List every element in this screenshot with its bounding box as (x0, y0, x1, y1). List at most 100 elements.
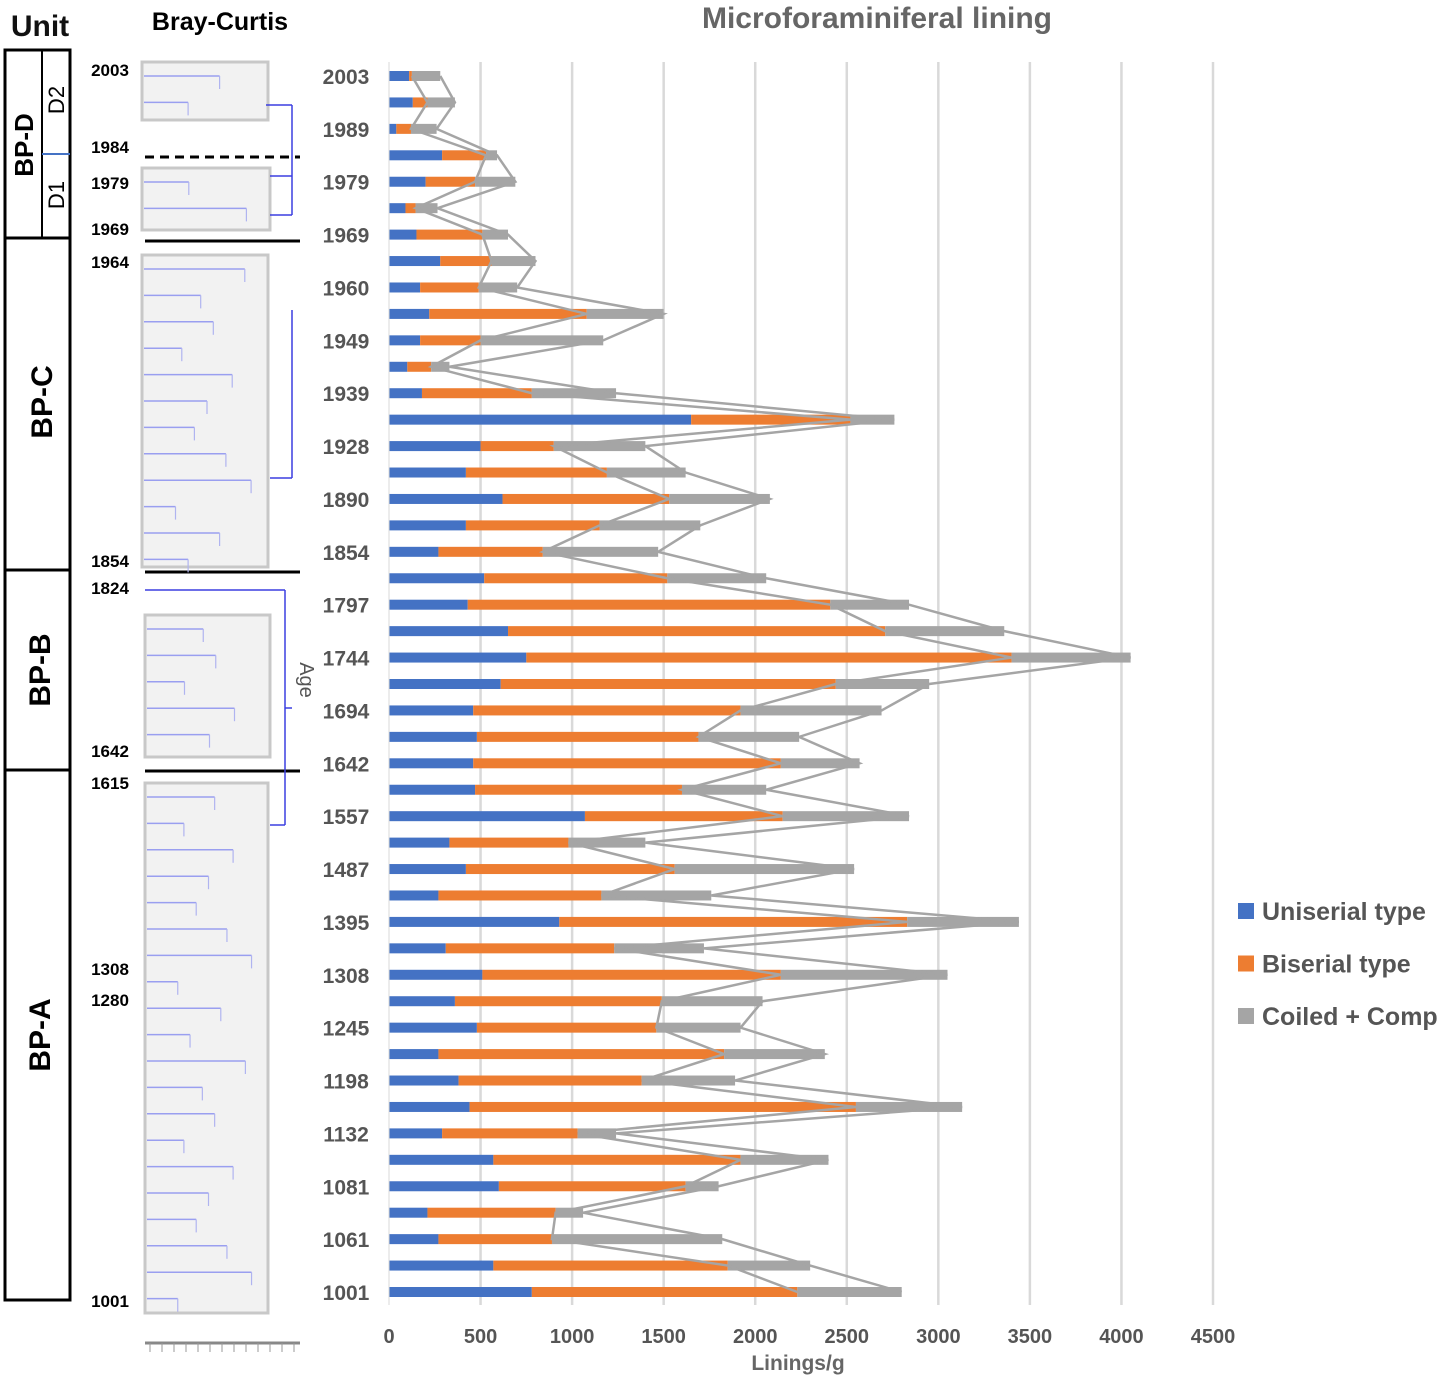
bar-uniserial-type (389, 256, 441, 267)
bar-uniserial-type (389, 150, 443, 161)
x-tick-label: 3500 (1008, 1326, 1053, 1348)
y-tick-label: 1198 (323, 1071, 369, 1094)
legend-label: Uniserial type (1262, 898, 1426, 926)
bar-uniserial-type (389, 493, 503, 504)
bray-curtis-dendrogram: Bray-Curtis Age 2003 1984 1979 1969 1964 1854… (91, 8, 317, 1352)
bar-biserial-type (440, 256, 492, 267)
bar-biserial-type (409, 71, 412, 81)
y-tick-label: 1890 (323, 489, 370, 512)
bar-coiled-comp (568, 837, 646, 848)
bar-uniserial-type (389, 969, 483, 980)
bar-biserial-type (465, 467, 607, 478)
bar-biserial-type (691, 414, 851, 425)
bar-coiled-comp (478, 282, 518, 293)
bar-coiled-comp (1011, 652, 1131, 663)
bar-uniserial-type (389, 229, 417, 240)
bar-coiled-comp (727, 1260, 811, 1271)
bar-uniserial-type (389, 441, 481, 452)
y-tick-label: 1132 (323, 1123, 369, 1146)
dendrogram-age-label: 1308 (91, 960, 129, 979)
bar-coiled-comp (482, 229, 509, 240)
bar-biserial-type (420, 282, 479, 293)
bar-biserial-type (475, 784, 682, 795)
bar-coiled-comp (586, 308, 664, 319)
bar-biserial-type (438, 1049, 725, 1060)
bar-coiled-comp (669, 493, 770, 504)
bar-coiled-comp (698, 731, 800, 742)
bar-coiled-comp (855, 1101, 963, 1112)
bar-coiled-comp (606, 467, 686, 478)
y-tick-label: 1642 (323, 753, 370, 776)
bar-biserial-type (484, 573, 668, 584)
bar-biserial-type (526, 652, 1012, 663)
bar-uniserial-type (389, 864, 466, 875)
y-tick-label: 1395 (323, 912, 370, 935)
bar-coiled-comp (780, 758, 860, 769)
bar-uniserial-type (389, 1207, 428, 1218)
x-tick-label: 2500 (825, 1326, 870, 1348)
bar-coiled-comp (411, 71, 441, 81)
bar-uniserial-type (389, 1049, 439, 1060)
x-tick-label: 2000 (733, 1326, 778, 1348)
unit-label-bp-a: BP-A (24, 998, 57, 1071)
dendrogram-age-label: 1984 (91, 138, 129, 157)
bar-uniserial-type (389, 1075, 459, 1086)
bar-uniserial-type (389, 599, 468, 610)
bar-biserial-type (405, 203, 416, 214)
bar-uniserial-type (389, 1181, 499, 1192)
bar-biserial-type (584, 811, 783, 822)
bar-coiled-comp (475, 176, 516, 187)
legend-swatch (1238, 903, 1254, 919)
bar-biserial-type (473, 705, 741, 716)
bar-biserial-type (421, 388, 532, 399)
bar-coiled-comp (641, 1075, 736, 1086)
bar-biserial-type (420, 335, 481, 346)
bar-coiled-comp (410, 123, 437, 134)
y-tick-label: 1949 (323, 330, 370, 353)
dendrogram-age-label: 1001 (91, 1292, 129, 1311)
bar-coiled-comp (431, 361, 450, 372)
bar-coiled-comp (427, 97, 455, 108)
y-tick-label: 1969 (323, 225, 370, 248)
dendrogram-cluster-box (143, 781, 270, 1315)
legend-label: Coiled + Comp (1262, 1003, 1438, 1031)
bar-coiled-comp (674, 864, 855, 875)
x-tick-label: 500 (464, 1326, 497, 1348)
y-tick-label: 1854 (323, 542, 370, 565)
bar-coiled-comp (830, 599, 910, 610)
bar-biserial-type (531, 1287, 798, 1297)
bar-uniserial-type (389, 705, 474, 716)
x-tick-label: 1000 (550, 1326, 595, 1348)
dendrogram-title: Bray-Curtis (152, 8, 288, 36)
subunit-label-d1: D1 (44, 181, 69, 209)
bar-coiled-comp (551, 1234, 723, 1245)
bar-uniserial-type (389, 996, 455, 1007)
unit-column: Unit BP-D D2 D1 BP-C BP-B BP-A (3, 10, 72, 1302)
bar-biserial-type (508, 626, 886, 637)
y-tick-label: 1081 (323, 1176, 370, 1199)
unit-header: Unit (11, 10, 69, 43)
bar-uniserial-type (389, 546, 439, 557)
dendrogram-age-label: 1969 (91, 220, 129, 239)
series-connector-line (433, 75, 1131, 1294)
y-tick-label: 1939 (323, 383, 370, 406)
bar-biserial-type (476, 1022, 657, 1033)
bar-coiled-comp (491, 256, 536, 267)
bar-uniserial-type (389, 123, 397, 134)
bar-biserial-type (498, 1181, 686, 1192)
bar-biserial-type (476, 731, 699, 742)
bar-uniserial-type (389, 203, 406, 214)
y-tick-label: 1308 (323, 965, 370, 988)
bar-uniserial-type (389, 837, 450, 848)
unit-frame (3, 48, 72, 1302)
bar-coiled-comp (907, 916, 1019, 927)
bar-biserial-type (427, 1207, 556, 1218)
bar-uniserial-type (389, 71, 410, 81)
bar-coiled-comp (835, 679, 930, 689)
bar-uniserial-type (389, 388, 422, 399)
bar-uniserial-type (389, 97, 413, 108)
unit-label-bp-d: BP-D (9, 113, 39, 177)
bar-uniserial-type (389, 335, 421, 346)
bar-biserial-type (412, 97, 428, 108)
